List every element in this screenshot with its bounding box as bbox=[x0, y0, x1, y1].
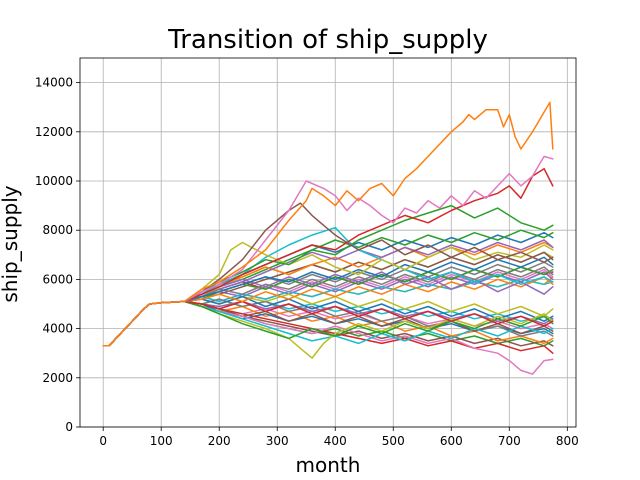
y-tick-label: 12000 bbox=[35, 125, 73, 139]
chart-title: Transition of ship_supply bbox=[167, 25, 488, 55]
x-tick-label: 500 bbox=[382, 434, 405, 448]
x-tick-label: 800 bbox=[556, 434, 579, 448]
y-tick-label: 0 bbox=[65, 420, 73, 434]
x-axis-label: month bbox=[296, 453, 361, 477]
y-tick-label: 6000 bbox=[42, 272, 73, 286]
x-tick-label: 0 bbox=[99, 434, 107, 448]
x-tick-label: 400 bbox=[324, 434, 347, 448]
y-tick-label: 2000 bbox=[42, 371, 73, 385]
x-tick-label: 600 bbox=[440, 434, 463, 448]
x-tick-label: 700 bbox=[498, 434, 521, 448]
x-tick-label: 200 bbox=[208, 434, 231, 448]
series-line bbox=[102, 101, 554, 347]
y-axis-ticks: 0 2000 4000 6000 8000 10000 12000 14000 bbox=[35, 76, 80, 434]
x-tick-label: 300 bbox=[266, 434, 289, 448]
y-tick-label: 4000 bbox=[42, 322, 73, 336]
y-tick-label: 8000 bbox=[42, 223, 73, 237]
x-axis-ticks: 0 100 200 300 400 500 600 700 800 bbox=[99, 427, 579, 448]
axes-frame bbox=[79, 57, 577, 428]
y-tick-label: 14000 bbox=[35, 76, 73, 90]
series-lines bbox=[102, 101, 554, 375]
y-tick-label: 10000 bbox=[35, 174, 73, 188]
x-tick-label: 100 bbox=[150, 434, 173, 448]
y-axis-label: ship_supply bbox=[0, 185, 22, 302]
